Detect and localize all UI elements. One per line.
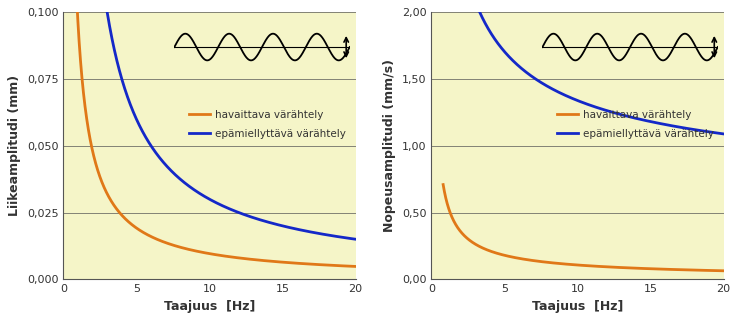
Legend: havaittava värähtely, epämiellyttävä värähtely: havaittava värähtely, epämiellyttävä vär… (554, 106, 718, 143)
Y-axis label: Liikeamplitudi (mm): Liikeamplitudi (mm) (8, 75, 21, 216)
X-axis label: Taajuus  [Hz]: Taajuus [Hz] (164, 300, 255, 313)
Legend: havaittava värähtely, epämiellyttävä värähtely: havaittava värähtely, epämiellyttävä vär… (185, 106, 350, 143)
X-axis label: Taajuus  [Hz]: Taajuus [Hz] (532, 300, 623, 313)
Y-axis label: Nopeusamplitudi (mm/s): Nopeusamplitudi (mm/s) (384, 59, 396, 232)
